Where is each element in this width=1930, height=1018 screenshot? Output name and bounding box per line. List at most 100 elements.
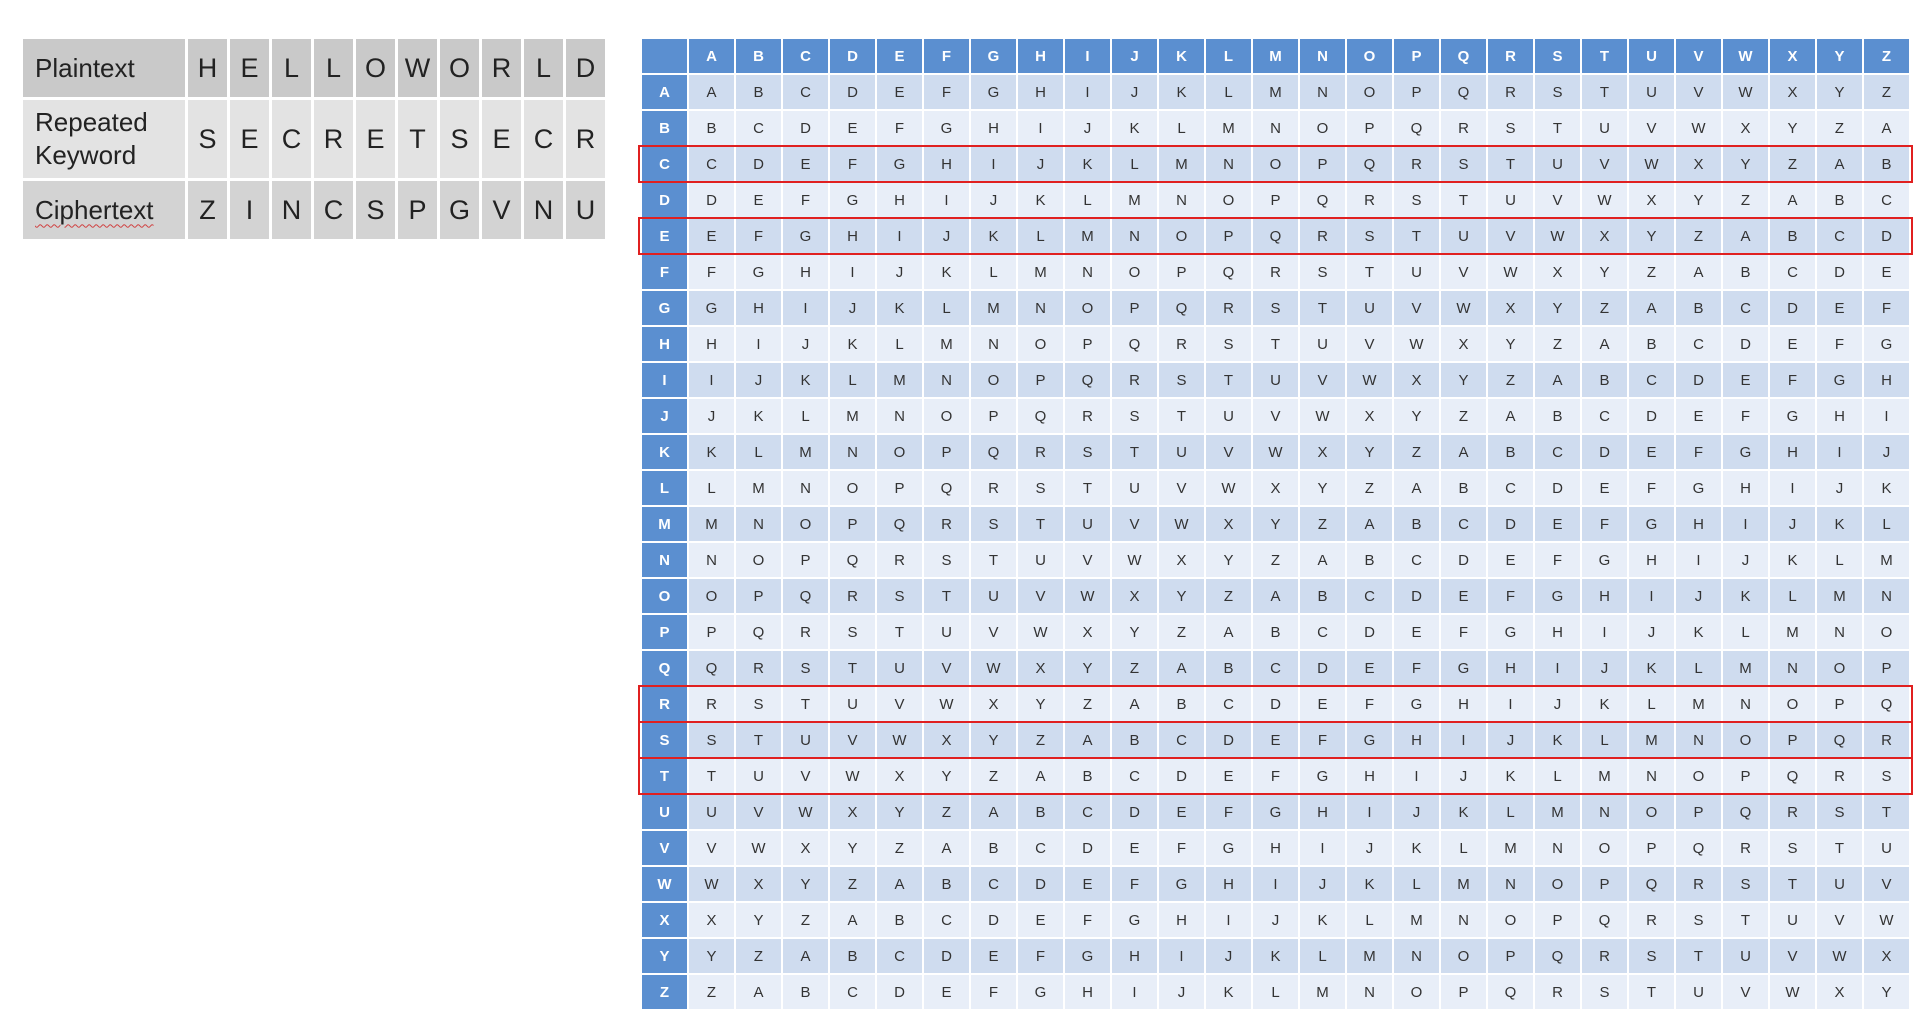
square-cell: N: [1206, 147, 1251, 181]
square-cell: U: [1441, 219, 1486, 253]
ciphertext-letter: N: [524, 181, 563, 239]
square-cell: B: [1676, 291, 1721, 325]
square-cell: Z: [1112, 651, 1157, 685]
square-cell: J: [1488, 723, 1533, 757]
square-cell: P: [1065, 327, 1110, 361]
square-cell: V: [736, 795, 781, 829]
square-cell: M: [1535, 795, 1580, 829]
square-cell: U: [1159, 435, 1204, 469]
row-header: W: [642, 867, 687, 901]
square-cell: Z: [1394, 435, 1439, 469]
square-cell: B: [1300, 579, 1345, 613]
square-cell: G: [1159, 867, 1204, 901]
row-header: H: [642, 327, 687, 361]
square-cell: D: [1065, 831, 1110, 865]
square-cell: H: [1723, 471, 1768, 505]
square-cell: H: [1253, 831, 1298, 865]
column-header: T: [1582, 39, 1627, 73]
square-cell: T: [736, 723, 781, 757]
square-cell: W: [1065, 579, 1110, 613]
square-cell: X: [1770, 75, 1815, 109]
square-cell: M: [1770, 615, 1815, 649]
square-cell: Z: [736, 939, 781, 973]
column-header: D: [830, 39, 875, 73]
square-cell: D: [736, 147, 781, 181]
square-cell: Q: [1300, 183, 1345, 217]
square-cell: Q: [1253, 219, 1298, 253]
square-cell: N: [1065, 255, 1110, 289]
square-cell: G: [1676, 471, 1721, 505]
square-cell: U: [783, 723, 828, 757]
square-cell: Q: [1629, 867, 1674, 901]
square-cell: Y: [1394, 399, 1439, 433]
square-cell: C: [1629, 363, 1674, 397]
square-cell: W: [1488, 255, 1533, 289]
plaintext-letter: H: [188, 39, 227, 97]
square-cell: H: [1065, 975, 1110, 1009]
square-cell: Y: [1535, 291, 1580, 325]
square-cell: F: [1347, 687, 1392, 721]
square-cell: O: [924, 399, 969, 433]
square-cell: A: [1253, 579, 1298, 613]
row-header: P: [642, 615, 687, 649]
square-cell: R: [1676, 867, 1721, 901]
square-cell: C: [1206, 687, 1251, 721]
ciphertext-letter: I: [230, 181, 269, 239]
square-cell: I: [1629, 579, 1674, 613]
column-header: X: [1770, 39, 1815, 73]
square-cell: U: [1676, 975, 1721, 1009]
square-cell: Q: [924, 471, 969, 505]
square-cell: O: [1441, 939, 1486, 973]
ciphertext-letter: G: [440, 181, 479, 239]
square-cell: B: [1159, 687, 1204, 721]
square-cell: S: [1300, 255, 1345, 289]
row-header: S: [642, 723, 687, 757]
square-cell: M: [1394, 903, 1439, 937]
square-cell: L: [1206, 75, 1251, 109]
square-cell: V: [1112, 507, 1157, 541]
square-cell: B: [1206, 651, 1251, 685]
square-cell: D: [1347, 615, 1392, 649]
square-cell: R: [1065, 399, 1110, 433]
square-cell: M: [1676, 687, 1721, 721]
square-cell: D: [783, 111, 828, 145]
square-cell: U: [1582, 111, 1627, 145]
square-cell: U: [1394, 255, 1439, 289]
square-cell: Q: [877, 507, 922, 541]
square-cell: D: [1112, 795, 1157, 829]
square-cell: G: [1112, 903, 1157, 937]
square-cell: O: [1159, 219, 1204, 253]
square-cell: L: [1488, 795, 1533, 829]
square-cell: A: [1817, 147, 1862, 181]
square-cell: G: [877, 147, 922, 181]
square-cell: J: [1394, 795, 1439, 829]
square-cell: X: [1206, 507, 1251, 541]
square-cell: K: [1159, 75, 1204, 109]
square-cell: K: [1676, 615, 1721, 649]
square-cell: P: [1582, 867, 1627, 901]
square-cell: A: [1582, 327, 1627, 361]
square-cell: K: [1394, 831, 1439, 865]
square-cell: J: [830, 291, 875, 325]
square-cell: S: [1347, 219, 1392, 253]
square-cell: A: [783, 939, 828, 973]
square-cell: Y: [1864, 975, 1909, 1009]
square-cell: R: [689, 687, 734, 721]
square-cell: E: [1018, 903, 1063, 937]
square-cell: Z: [1770, 147, 1815, 181]
square-cell: O: [971, 363, 1016, 397]
square-cell: Z: [689, 975, 734, 1009]
plaintext-letter: O: [356, 39, 395, 97]
square-cell: C: [1018, 831, 1063, 865]
square-cell: K: [1535, 723, 1580, 757]
ciphertext-letter: P: [398, 181, 437, 239]
square-cell: V: [1676, 75, 1721, 109]
square-cell: D: [1817, 255, 1862, 289]
row-header: M: [642, 507, 687, 541]
square-cell: K: [1300, 903, 1345, 937]
square-cell: U: [877, 651, 922, 685]
